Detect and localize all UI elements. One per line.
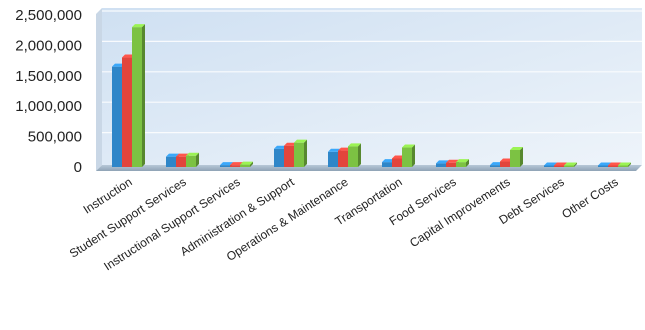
- bar: [132, 24, 145, 167]
- bar: [402, 144, 415, 167]
- bar: [564, 162, 577, 167]
- bar: [618, 162, 631, 167]
- bar-series: [112, 24, 631, 168]
- bar: [510, 146, 523, 167]
- x-tick-label: Other Costs: [559, 175, 620, 222]
- bar: [186, 152, 199, 167]
- bar: [294, 139, 307, 167]
- bar: [240, 161, 253, 167]
- bar: [456, 159, 469, 167]
- y-tick-label: 2,500,000: [15, 7, 82, 24]
- y-tick-label: 1,000,000: [15, 98, 82, 115]
- bar: [348, 143, 361, 167]
- plot-area-back-wall: [102, 8, 642, 165]
- y-tick-label: 2,000,000: [15, 37, 82, 54]
- x-tick-label: Capital Improvements: [407, 175, 513, 250]
- y-axis-tick-labels: 2,500,000 2,000,000 1,500,000 1,000,000 500,…: [15, 7, 82, 176]
- y-tick-label: 0: [74, 159, 82, 176]
- y-tick-label: 500,000: [28, 129, 82, 146]
- y-tick-label: 1,500,000: [15, 68, 82, 85]
- gridlines: [102, 10, 642, 134]
- plot-area-side-wall: [96, 8, 102, 171]
